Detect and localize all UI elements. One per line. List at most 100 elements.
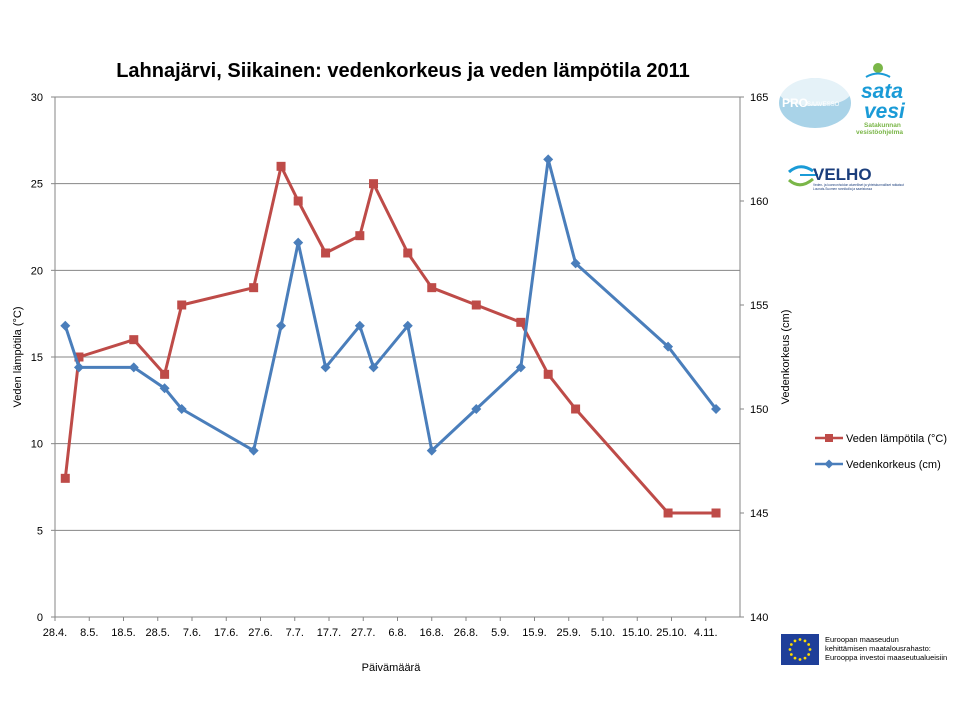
point-temperature-16 bbox=[571, 404, 581, 414]
x-tick-label-16: 5.10. bbox=[591, 627, 615, 639]
legend-item-temperature: Veden lämpötila (°C) bbox=[815, 433, 947, 445]
eu-star-8 bbox=[793, 639, 797, 643]
x-tick-label-19: 4.11. bbox=[694, 627, 718, 639]
point-water-level-7 bbox=[293, 237, 304, 248]
point-temperature-5 bbox=[249, 283, 259, 293]
eu-star-11 bbox=[807, 643, 811, 646]
x-axis-ticks: 28.4. 8.5. 18.5. 28.5. 7.6. 17.6. 27.6. 7.7. 17.… bbox=[43, 617, 718, 639]
eu-star-1 bbox=[807, 653, 811, 656]
point-water-level-16 bbox=[570, 258, 581, 269]
x-tick-label-5: 17.6. bbox=[214, 627, 238, 639]
eu-text-line-1: Euroopan maaseudun bbox=[825, 635, 899, 644]
point-temperature-8 bbox=[321, 248, 331, 258]
x-tick-label-3: 28.5. bbox=[146, 627, 170, 639]
point-temperature-11 bbox=[403, 248, 413, 258]
point-water-level-0 bbox=[60, 320, 71, 331]
x-tick-label-7: 7.7. bbox=[286, 627, 304, 639]
eu-funding-text: Euroopan maaseudun kehittämisen maatalou… bbox=[825, 635, 955, 662]
point-temperature-12 bbox=[427, 283, 437, 293]
pro-logo-text: PRO bbox=[782, 96, 808, 110]
eu-star-3 bbox=[798, 658, 802, 661]
point-temperature-10 bbox=[369, 179, 379, 189]
legend-item-water-level: Vedenkorkeus (cm) bbox=[815, 459, 941, 471]
series-layer bbox=[60, 154, 722, 518]
point-water-level-4 bbox=[176, 404, 187, 414]
point-temperature-1 bbox=[74, 352, 84, 362]
pro-logo-subtext: SAAVESSO bbox=[807, 102, 840, 108]
right-tick-label-4: 160 bbox=[750, 196, 768, 208]
eu-star-5 bbox=[789, 653, 793, 656]
x-tick-label-17: 15.10. bbox=[622, 627, 653, 639]
left-tick-label-3: 15 bbox=[31, 352, 43, 364]
point-temperature-13 bbox=[471, 300, 481, 310]
point-temperature-9 bbox=[355, 231, 365, 241]
left-axis-ticks: 0 5 10 15 20 25 30 bbox=[31, 92, 55, 624]
right-tick-label-3: 155 bbox=[750, 300, 768, 312]
x-tick-label-0: 28.4. bbox=[43, 627, 67, 639]
x-axis-title: Päivämäärä bbox=[362, 662, 422, 674]
eu-star-7 bbox=[789, 643, 793, 646]
left-tick-label-4: 20 bbox=[31, 265, 43, 277]
satavesi-logo-word-2: vesi bbox=[864, 100, 906, 123]
x-tick-label-2: 18.5. bbox=[111, 627, 135, 639]
x-tick-label-9: 27.7. bbox=[351, 627, 375, 639]
point-water-level-9 bbox=[354, 320, 365, 331]
satavesi-logo-sub-1: Satakunnan bbox=[864, 122, 901, 129]
right-tick-label-5: 165 bbox=[750, 92, 768, 104]
eu-star-6 bbox=[788, 648, 792, 651]
point-temperature-6 bbox=[276, 161, 286, 171]
velho-logo-sub-1: Veden- ja luonnonhoidon alueelliset ja y… bbox=[813, 183, 904, 187]
x-tick-label-8: 17.7. bbox=[317, 627, 341, 639]
satavesi-logo: sata vesi Satakunnan vesistöohjelma bbox=[856, 63, 906, 136]
velho-logo: VELHO Veden- ja luonnonhoidon alueellise… bbox=[787, 165, 904, 191]
point-water-level-18 bbox=[711, 404, 722, 414]
eu-funding-note: Euroopan maaseudun kehittämisen maatalou… bbox=[781, 634, 947, 668]
y-axis-right-title: Vedenkorkeus (cm) bbox=[780, 310, 792, 405]
left-tick-label-1: 5 bbox=[37, 525, 43, 537]
point-water-level-10 bbox=[368, 362, 379, 373]
point-temperature-4 bbox=[177, 300, 187, 310]
x-tick-label-18: 25.10. bbox=[656, 627, 687, 639]
y-axis-left-title: Veden lämpötila (°C) bbox=[12, 306, 24, 407]
x-tick-label-1: 8.5. bbox=[80, 627, 98, 639]
x-tick-label-12: 26.8. bbox=[454, 627, 478, 639]
point-water-level-12 bbox=[426, 445, 437, 456]
eu-text-line-2: kehittämisen maatalousrahasto: bbox=[825, 644, 931, 653]
series-line-temperature bbox=[63, 164, 716, 515]
eu-star-2 bbox=[803, 656, 807, 660]
point-water-level-5 bbox=[248, 445, 259, 456]
x-tick-label-4: 7.6. bbox=[183, 627, 201, 639]
right-tick-label-1: 145 bbox=[750, 508, 768, 520]
point-temperature-15 bbox=[543, 369, 553, 379]
x-tick-label-10: 6.8. bbox=[388, 627, 406, 639]
left-tick-label-2: 10 bbox=[31, 439, 43, 451]
point-water-level-14 bbox=[515, 362, 526, 373]
eu-star-4 bbox=[793, 656, 797, 660]
x-tick-label-11: 16.8. bbox=[420, 627, 444, 639]
left-tick-label-0: 0 bbox=[37, 612, 43, 624]
x-tick-label-13: 5.9. bbox=[491, 627, 509, 639]
point-temperature-17 bbox=[663, 508, 673, 518]
x-tick-label-14: 15.9. bbox=[522, 627, 546, 639]
point-temperature-18 bbox=[711, 508, 721, 518]
right-tick-label-0: 140 bbox=[750, 612, 768, 624]
legend-marker-temperature bbox=[825, 434, 833, 442]
x-tick-label-6: 27.6. bbox=[248, 627, 272, 639]
eu-stars-icon bbox=[788, 638, 812, 661]
series-line-water-level bbox=[63, 157, 718, 453]
satavesi-logo-word-1: sata bbox=[861, 80, 903, 103]
right-axis-ticks: 140 145 150 155 160 165 bbox=[740, 92, 768, 624]
eu-star-10 bbox=[803, 639, 807, 643]
eu-star-9 bbox=[798, 638, 802, 641]
gridlines bbox=[55, 96, 740, 618]
point-temperature-0 bbox=[60, 473, 70, 483]
legend: Veden lämpötila (°C) Vedenkorkeus (cm) bbox=[815, 433, 947, 471]
point-water-level-13 bbox=[471, 404, 482, 414]
left-tick-label-6: 30 bbox=[31, 92, 43, 104]
x-tick-label-15: 25.9. bbox=[557, 627, 581, 639]
legend-label-temperature: Veden lämpötila (°C) bbox=[846, 433, 947, 445]
satavesi-logo-sub-2: vesistöohjelma bbox=[856, 129, 903, 136]
legend-label-water-level: Vedenkorkeus (cm) bbox=[846, 459, 941, 471]
point-water-level-3 bbox=[159, 383, 170, 394]
